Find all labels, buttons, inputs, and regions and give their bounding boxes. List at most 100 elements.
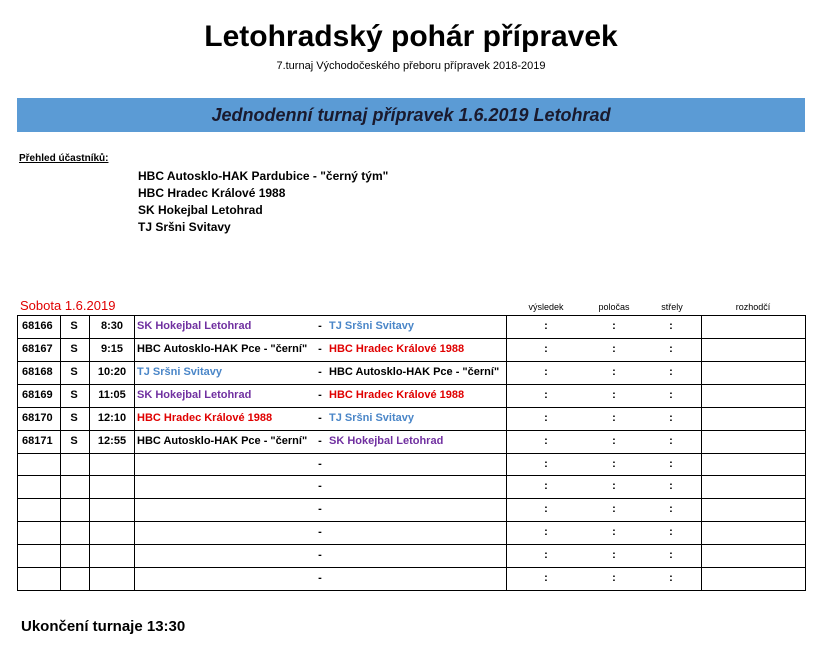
shots: : (669, 411, 673, 424)
time: 10:20 (97, 365, 127, 378)
half-time: : (612, 434, 616, 447)
separator: - (318, 480, 322, 493)
row-line (17, 337, 806, 339)
result: : (544, 365, 548, 378)
day: S (70, 365, 78, 378)
home-team: HBC Autosklo-HAK Pce - "černí" (137, 342, 308, 355)
match-id: 68168 (22, 365, 53, 378)
match-id: 68166 (22, 320, 53, 332)
half-time: : (612, 503, 616, 516)
half-time: : (612, 388, 616, 401)
day: S (70, 342, 78, 355)
shots: : (669, 320, 673, 332)
shots: : (669, 480, 673, 493)
away-team: TJ Sršni Svitavy (329, 411, 414, 424)
half-time: : (612, 526, 616, 539)
home-team: SK Hokejbal Letohrad (137, 388, 252, 401)
column-line (701, 315, 702, 591)
day: S (70, 320, 78, 332)
time: 12:10 (97, 411, 127, 424)
shots: : (669, 388, 673, 401)
shots: : (669, 457, 673, 470)
time: 11:05 (98, 388, 126, 401)
separator: - (318, 526, 322, 539)
shots: : (669, 572, 673, 585)
day-label: Sobota 1.6.2019 (20, 298, 116, 313)
column-header: poločas (598, 302, 630, 312)
separator: - (318, 457, 322, 470)
subtitle: 7.turnaj Východočeského přeboru příprave… (276, 60, 546, 72)
half-time: : (612, 457, 616, 470)
separator: - (318, 411, 322, 424)
participants-label: Přehled účastníků: (19, 153, 109, 164)
row-line (17, 406, 806, 408)
match-id: 68170 (22, 411, 53, 424)
shots: : (669, 549, 673, 562)
column-line (506, 315, 507, 591)
row-line (17, 360, 806, 362)
result: : (544, 434, 548, 447)
away-team: TJ Sršni Svitavy (329, 320, 414, 332)
result: : (544, 549, 548, 562)
participant: SK Hokejbal Letohrad (138, 203, 263, 217)
banner: Jednodenní turnaj přípravek 1.6.2019 Let… (17, 98, 805, 132)
day: S (70, 411, 78, 424)
result: : (544, 320, 548, 332)
footer: Ukončení turnaje 13:30 (21, 618, 186, 635)
row-line (17, 567, 806, 569)
result: : (544, 411, 548, 424)
day: S (70, 388, 78, 401)
result: : (544, 342, 548, 355)
half-time: : (612, 549, 616, 562)
row-line (17, 429, 806, 431)
row-line (17, 521, 806, 523)
shots: : (669, 342, 673, 355)
time: 8:30 (100, 320, 124, 332)
separator: - (318, 388, 322, 401)
away-team: HBC Autosklo-HAK Pce - "černí" (329, 365, 500, 378)
shots: : (669, 365, 673, 378)
away-team: HBC Hradec Králové 1988 (329, 388, 465, 401)
result: : (544, 572, 548, 585)
home-team: HBC Hradec Králové 1988 (137, 411, 273, 424)
column-header: rozhodčí (735, 302, 771, 312)
result: : (544, 388, 548, 401)
match-id: 68169 (22, 388, 53, 401)
shots: : (669, 434, 673, 447)
result: : (544, 457, 548, 470)
row-line (17, 383, 806, 385)
column-line (805, 315, 806, 591)
banner-text: Jednodenní turnaj přípravek 1.6.2019 Let… (211, 105, 611, 125)
day: S (70, 434, 78, 447)
row-line (17, 590, 806, 591)
result: : (544, 503, 548, 516)
away-team: SK Hokejbal Letohrad (329, 434, 444, 447)
participant: HBC Hradec Králové 1988 (138, 186, 286, 200)
separator: - (318, 342, 322, 355)
row-line (17, 498, 806, 500)
row-line (17, 452, 806, 454)
half-time: : (612, 320, 616, 332)
home-team: HBC Autosklo-HAK Pce - "černí" (137, 434, 308, 447)
result: : (544, 526, 548, 539)
separator: - (318, 549, 322, 562)
match-id: 68171 (22, 434, 53, 447)
time: 12:55 (97, 434, 127, 447)
time: 9:15 (100, 342, 124, 355)
row-line (17, 544, 806, 546)
half-time: : (612, 572, 616, 585)
separator: - (318, 503, 322, 516)
separator: - (318, 365, 322, 378)
row-line (17, 475, 806, 477)
away-team: HBC Hradec Králové 1988 (329, 342, 465, 355)
half-time: : (612, 342, 616, 355)
half-time: : (612, 365, 616, 378)
row-line (17, 315, 806, 316)
half-time: : (612, 411, 616, 424)
participant: TJ Sršni Svitavy (138, 220, 231, 234)
shots: : (669, 503, 673, 516)
title: Letohradský pohár přípravek (204, 20, 618, 53)
shots: : (669, 526, 673, 539)
column-line (89, 315, 90, 591)
